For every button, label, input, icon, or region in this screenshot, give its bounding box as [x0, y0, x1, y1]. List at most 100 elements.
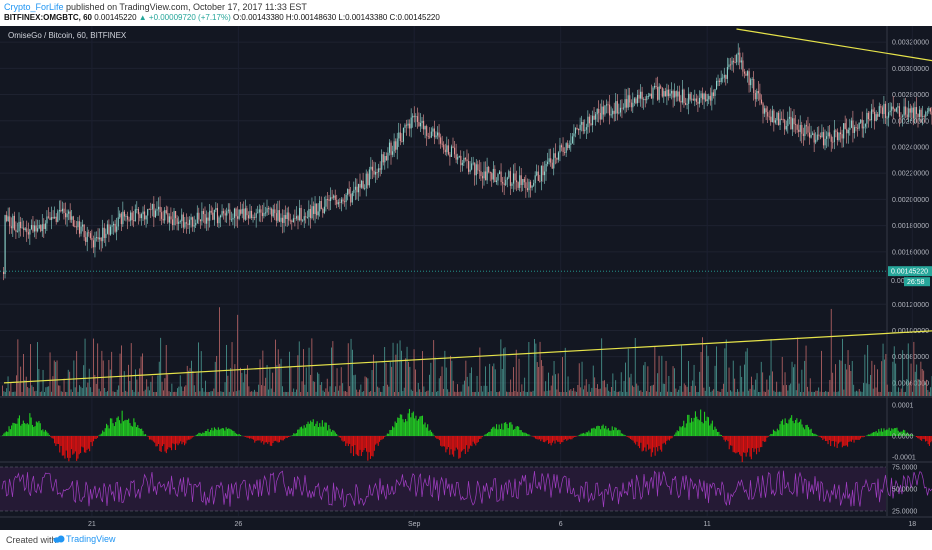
candle-body [920, 109, 922, 117]
candle-body [801, 124, 803, 134]
candle-body [514, 173, 516, 181]
candle-body [702, 93, 704, 100]
volume-bar [711, 390, 713, 396]
macd-bar [704, 411, 706, 436]
volume-bar [252, 391, 254, 396]
candle-body [725, 75, 727, 79]
macd-bar [408, 408, 410, 436]
volume-bar [233, 391, 234, 396]
macd-bar [78, 436, 80, 455]
volume-bar [678, 389, 680, 396]
volume-bar [234, 364, 236, 396]
candle-body [525, 182, 527, 189]
volume-bar [839, 359, 841, 396]
volume-bar [51, 391, 52, 396]
candle-body [926, 111, 928, 113]
volume-bar [756, 373, 758, 396]
macd-bar [410, 417, 412, 436]
cloud-icon [53, 535, 65, 543]
author-link[interactable]: Crypto_ForLife [4, 2, 64, 12]
macd-bar [831, 436, 833, 442]
macd-bar [537, 436, 539, 440]
macd-bar [912, 434, 914, 436]
macd-bar [207, 428, 209, 436]
volume-bar [315, 391, 317, 396]
candle-body [502, 182, 504, 184]
volume-bar [116, 389, 118, 396]
volume-bar [840, 360, 842, 396]
macd-bar [37, 422, 39, 436]
volume-bar [559, 391, 561, 396]
candle-body [61, 208, 63, 212]
volume-bar [135, 369, 136, 396]
macd-bar [388, 433, 390, 436]
candle-body [822, 132, 825, 146]
macd-bar [204, 431, 206, 436]
volume-bar [2, 385, 3, 396]
price-axis-label: 0.00060000 [892, 380, 929, 387]
candle-body [196, 212, 198, 223]
macd-bar [12, 422, 14, 436]
volume-bar [679, 385, 681, 396]
volume-bar [175, 391, 177, 396]
candle-body [832, 141, 834, 143]
volume-bar [556, 389, 558, 396]
macd-bar [800, 419, 802, 436]
volume-bar [24, 379, 26, 396]
macd-bar [354, 436, 356, 446]
volume-bar [161, 381, 163, 396]
macd-bar [594, 428, 596, 436]
candle-body [860, 119, 862, 123]
candle-body [393, 141, 395, 152]
macd-bar [585, 432, 587, 436]
candle-body [173, 211, 175, 226]
macd-bar [223, 428, 225, 436]
volume-bar [389, 361, 391, 396]
candle-body [275, 213, 277, 221]
candle-body [660, 86, 662, 88]
macd-bar [650, 436, 652, 457]
candle-body [99, 237, 101, 240]
chart-area[interactable]: 0.00320000 0.00300000 0.00280000 0.00260000… [0, 26, 932, 530]
macd-bar [83, 436, 85, 453]
macd-bar [917, 436, 919, 439]
volume-bar [912, 391, 913, 396]
chart-canvas[interactable]: 0.003200000.003000000.002800000.00260000… [0, 26, 932, 530]
volume-bar [255, 391, 257, 396]
macd-bar [449, 436, 451, 455]
candle-body [709, 95, 711, 101]
macd-bar [390, 429, 392, 436]
volume-bar [618, 391, 619, 396]
volume-bar [478, 391, 479, 396]
tradingview-logo[interactable]: TradingView [53, 534, 116, 544]
macd-bar [247, 436, 249, 438]
volume-bar [413, 349, 415, 396]
macd-bar [42, 429, 44, 436]
volume-bar [39, 391, 41, 396]
volume-bar [305, 367, 307, 396]
macd-bar [693, 417, 695, 436]
candle-body [209, 210, 211, 221]
candle-body [150, 209, 152, 211]
macd-bar [102, 430, 104, 436]
macd-bar [401, 414, 403, 436]
volume-bar [440, 376, 442, 396]
macd-bar [899, 432, 901, 436]
candle-body [908, 108, 910, 118]
candle-body [210, 210, 212, 213]
candle-body [923, 116, 925, 117]
macd-bar [167, 436, 169, 450]
volume-bar [737, 389, 738, 396]
candle-body [195, 222, 197, 226]
macd-bar [762, 436, 764, 442]
volume-bar [716, 346, 717, 396]
volume-bar [751, 376, 752, 396]
volume-bar [699, 371, 701, 396]
volume-bar [329, 386, 331, 396]
volume-bar [464, 380, 465, 396]
candle-body [909, 108, 911, 113]
macd-bar [340, 436, 342, 438]
volume-bar [475, 391, 477, 396]
volume-bar [739, 365, 741, 396]
macd-bar [675, 432, 677, 436]
